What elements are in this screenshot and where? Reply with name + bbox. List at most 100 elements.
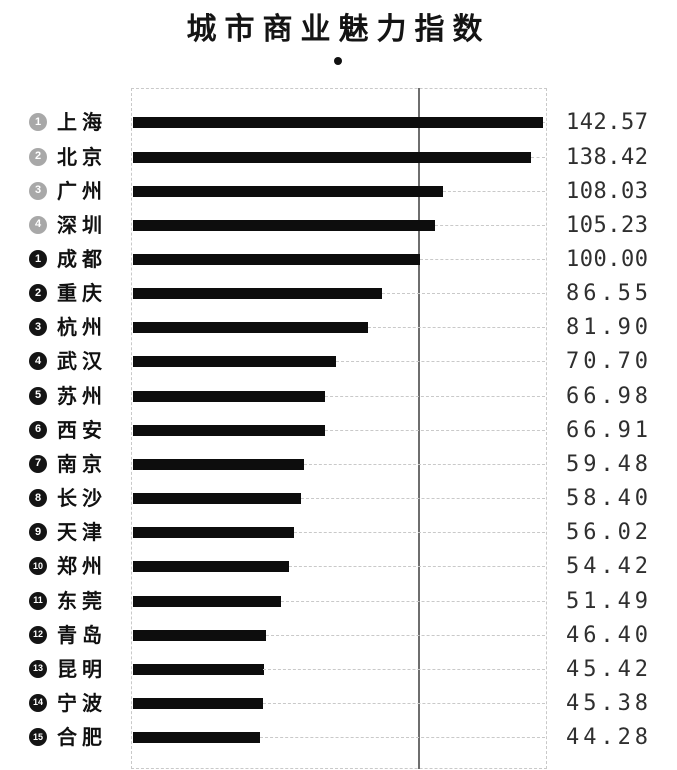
value-char: 5 bbox=[583, 656, 597, 682]
rank-number: 1 bbox=[34, 115, 42, 128]
city-label: 成都 bbox=[57, 247, 107, 272]
trail-dash-line bbox=[266, 634, 545, 636]
trail-dash-line bbox=[263, 702, 545, 704]
trail-dash-line bbox=[300, 498, 545, 500]
value-char: 1 bbox=[566, 247, 580, 273]
value-char: 8 bbox=[583, 486, 597, 512]
value-char: 4 bbox=[566, 690, 580, 716]
value-char: 4 bbox=[617, 451, 631, 477]
city-label: 苏州 bbox=[57, 383, 107, 408]
value-char: 0 bbox=[579, 178, 593, 204]
trail-dash-line bbox=[293, 532, 545, 534]
city-label: 西安 bbox=[57, 417, 107, 442]
bar bbox=[133, 663, 264, 675]
city-label: 青岛 bbox=[57, 622, 107, 647]
city-label: 昆明 bbox=[57, 656, 107, 681]
value-char: 6 bbox=[566, 417, 580, 443]
bar bbox=[133, 288, 382, 300]
trail-dash-line bbox=[420, 259, 545, 261]
value-char: 8 bbox=[634, 725, 648, 751]
bar bbox=[133, 185, 444, 197]
value-char: 0 bbox=[579, 247, 593, 273]
city-label: 上海 bbox=[57, 110, 107, 135]
value-char: . bbox=[600, 417, 614, 443]
value-char: 5 bbox=[617, 281, 631, 307]
rank-number: 3 bbox=[34, 320, 42, 333]
trail-dash-line bbox=[530, 156, 545, 158]
value-char: 6 bbox=[583, 622, 597, 648]
value-char: . bbox=[600, 349, 614, 375]
value-char: 5 bbox=[566, 451, 580, 477]
rank-number: 6 bbox=[34, 423, 42, 436]
value-char: . bbox=[600, 281, 614, 307]
rank-number: 10 bbox=[32, 560, 43, 571]
bar bbox=[133, 732, 261, 744]
bar bbox=[133, 561, 290, 573]
trail-dash-line bbox=[263, 668, 545, 670]
trail-dash-line bbox=[443, 190, 545, 192]
rank-number: 7 bbox=[34, 457, 42, 470]
rank-number: 9 bbox=[34, 525, 42, 538]
value-char: . bbox=[600, 486, 614, 512]
city-label: 南京 bbox=[57, 451, 107, 476]
value-char: 2 bbox=[621, 212, 635, 238]
city-label: 天津 bbox=[57, 520, 107, 545]
value-char: 9 bbox=[583, 451, 597, 477]
value-char: 4 bbox=[566, 622, 580, 648]
value-char: 8 bbox=[593, 144, 607, 170]
value-char: 5 bbox=[566, 520, 580, 546]
bar bbox=[133, 219, 436, 231]
value-char: 2 bbox=[634, 144, 648, 170]
value-char: 9 bbox=[617, 417, 631, 443]
bar bbox=[133, 493, 301, 505]
value-char: 4 bbox=[617, 486, 631, 512]
rank-number: 3 bbox=[34, 184, 42, 197]
value-char: 5 bbox=[566, 486, 580, 512]
value-char: . bbox=[600, 315, 614, 341]
value-char: 1 bbox=[566, 178, 580, 204]
rank-badge: 6 bbox=[29, 420, 47, 439]
value-char: . bbox=[600, 656, 614, 682]
value-char: . bbox=[600, 520, 614, 546]
value-char: . bbox=[600, 554, 614, 580]
value-char: 3 bbox=[617, 690, 631, 716]
value-char: 8 bbox=[634, 451, 648, 477]
bar bbox=[133, 595, 281, 607]
rank-number: 2 bbox=[34, 150, 42, 163]
trail-dash-line bbox=[280, 600, 545, 602]
rank-number: 11 bbox=[33, 595, 43, 606]
rank-badge: 2 bbox=[29, 147, 47, 166]
legend-dot-icon bbox=[334, 57, 342, 65]
city-label: 重庆 bbox=[57, 281, 107, 306]
value-char: 0 bbox=[621, 247, 635, 273]
bar bbox=[133, 527, 294, 539]
value-char: 8 bbox=[566, 281, 580, 307]
plot-area bbox=[131, 88, 547, 769]
bar bbox=[133, 254, 421, 266]
value-char: 6 bbox=[566, 383, 580, 409]
value-char: 1 bbox=[566, 212, 580, 238]
city-label: 合肥 bbox=[57, 725, 107, 750]
rank-badge: 9 bbox=[29, 523, 47, 542]
trail-dash-line bbox=[260, 737, 545, 739]
value-char: 4 bbox=[621, 144, 635, 170]
value-char: 2 bbox=[634, 554, 648, 580]
value-char: 2 bbox=[617, 725, 631, 751]
value-char: 1 bbox=[566, 110, 580, 136]
value-char: . bbox=[607, 247, 621, 273]
